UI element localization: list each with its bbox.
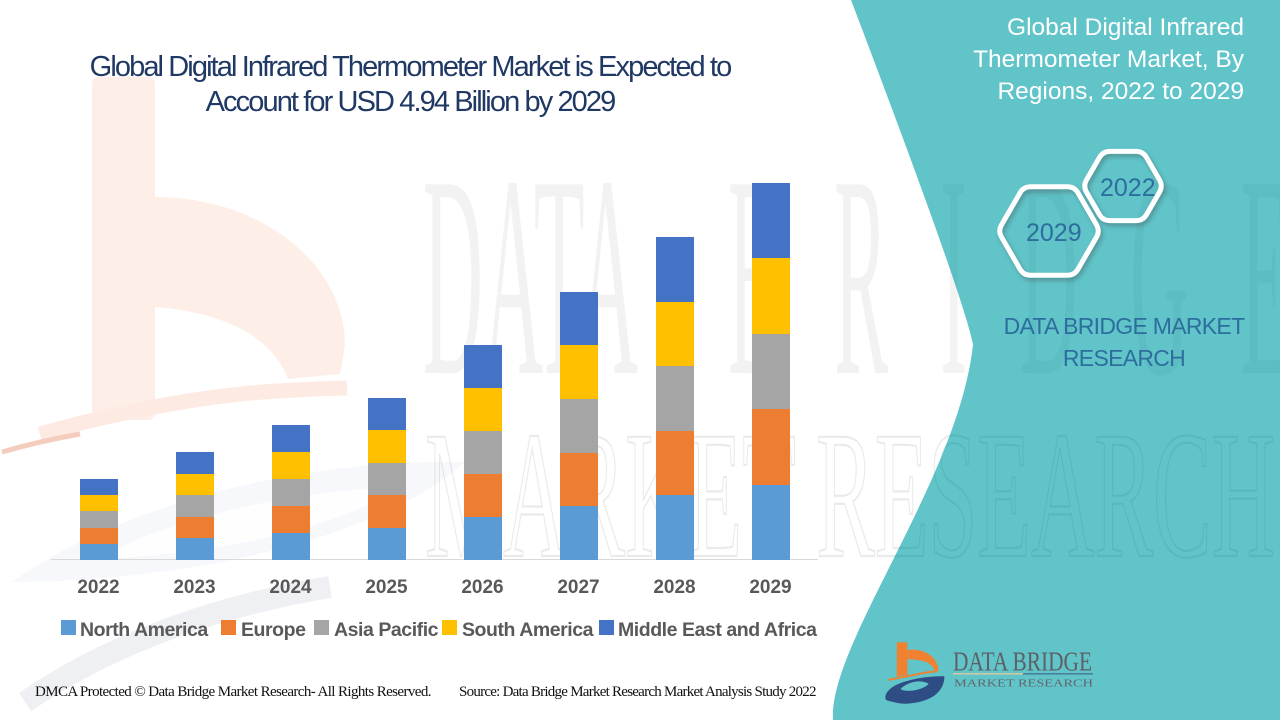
svg-text:MARKET RESEARCH: MARKET RESEARCH: [954, 679, 1094, 690]
svg-text:DATA: DATA: [423, 117, 638, 436]
svg-text:DATA BRIDGE: DATA BRIDGE: [953, 647, 1092, 677]
